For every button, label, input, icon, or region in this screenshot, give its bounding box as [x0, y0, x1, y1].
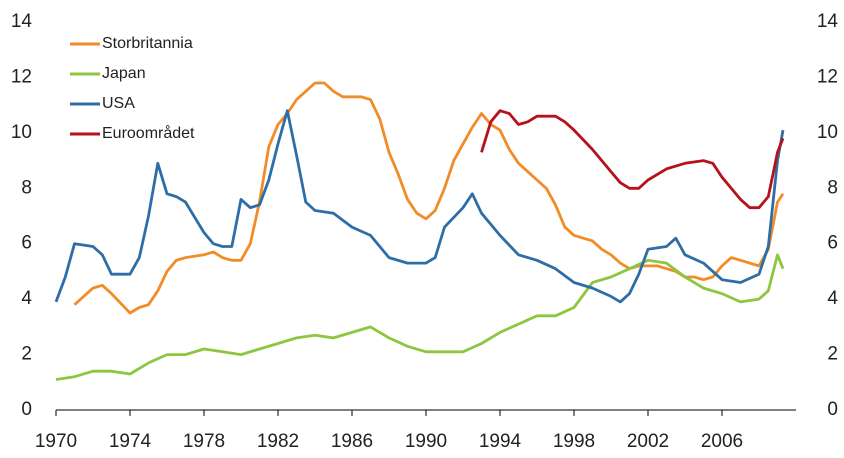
y2-tick-label: 4 [827, 288, 838, 309]
x-tick-label: 1990 [405, 431, 447, 452]
series-line [54, 109, 785, 304]
y-tick-label: 4 [21, 288, 32, 309]
x-tick-label: 2006 [701, 431, 743, 452]
y-tick-label: 12 [11, 66, 32, 87]
series-line [480, 109, 785, 210]
x-tick-label: 1978 [183, 431, 225, 452]
y-tick-label: 10 [11, 122, 32, 143]
y2-tick-label: 8 [827, 177, 838, 198]
y2-tick-label: 14 [817, 11, 839, 32]
x-tick-label: 1998 [553, 431, 595, 452]
x-tick-label: 1974 [109, 431, 152, 452]
y-tick-label: 8 [21, 177, 32, 198]
y-tick-label: 0 [21, 399, 32, 420]
y2-tick-label: 6 [827, 233, 838, 254]
y2-tick-label: 12 [817, 66, 838, 87]
legend-label: USA [102, 95, 135, 112]
x-tick-label: 2002 [627, 431, 669, 452]
x-tick-label: 1986 [331, 431, 373, 452]
y-tick-label: 6 [21, 233, 32, 254]
y2-tick-label: 10 [817, 122, 838, 143]
legend-label: Euroområdet [102, 124, 195, 142]
legend-label: Storbritannia [102, 35, 193, 52]
y-tick-label: 14 [11, 11, 33, 32]
series-line [73, 81, 785, 315]
x-tick-label: 1994 [479, 431, 522, 452]
x-tick-label: 1982 [257, 431, 299, 452]
x-tick-label: 1970 [35, 431, 77, 452]
series-line [55, 253, 785, 381]
y-tick-label: 2 [21, 344, 32, 365]
y2-tick-label: 0 [827, 399, 838, 420]
legend-label: Japan [102, 65, 146, 82]
y2-tick-label: 2 [827, 344, 838, 365]
